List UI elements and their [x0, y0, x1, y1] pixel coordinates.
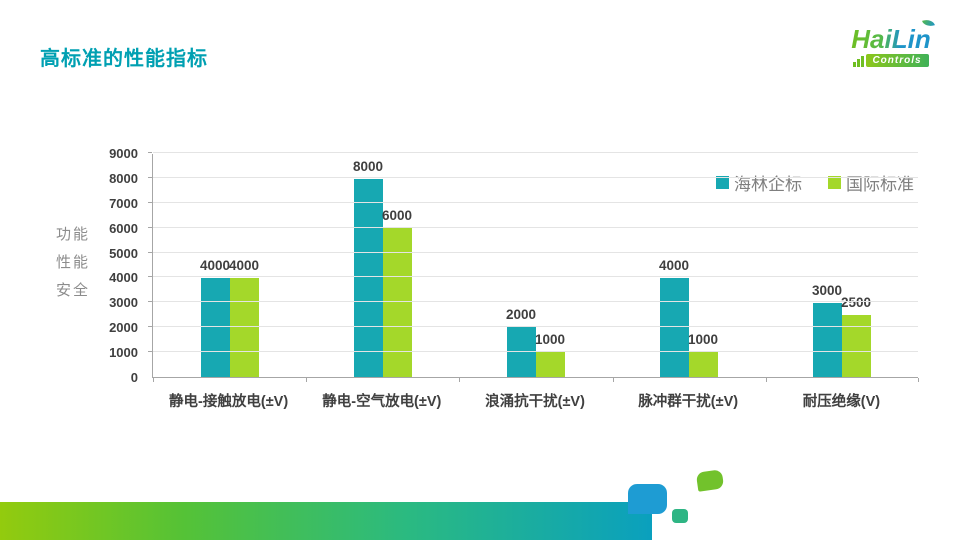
legend-label: 国际标准	[846, 175, 914, 194]
bar-value-label: 4000	[228, 257, 260, 273]
x-axis-tick	[306, 378, 308, 382]
y-tick-label: 9000	[109, 146, 138, 161]
y-axis-tick-labels: 0 1000 2000 3000 4000 5000 6000 7000 8000 9000	[92, 146, 144, 385]
y-axis-tick	[148, 326, 152, 328]
x-axis-tick	[918, 378, 919, 382]
gridline	[153, 176, 918, 178]
bar-chart: 功能 性能 安全 0 1000 2000 3000 4000 5000 6000 7000 8000…	[56, 146, 919, 411]
y-tick-label: 3000	[109, 295, 138, 311]
plot-area: 海林企标 国际标准 4000 4000 8000 6000 2000 1000 4000 100…	[148, 152, 919, 382]
gridline	[153, 326, 918, 328]
y-tick-label: 4000	[109, 270, 138, 286]
gridline	[153, 351, 918, 353]
gridline	[153, 152, 918, 153]
bar-value-label: 6000	[381, 208, 413, 224]
gridline	[153, 251, 918, 253]
legend-swatch-icon	[828, 176, 841, 189]
gridline	[153, 201, 918, 203]
x-axis-category-labels: 静电-接触放电(±V) 静电-空气放电(±V) 浪涌抗干扰(±V) 脉冲群干扰(±V)…	[152, 390, 918, 411]
x-axis-tick	[612, 378, 614, 382]
equalizer-bars-icon	[853, 56, 865, 67]
bar-groups: 4000 4000 8000 6000 2000 1000 4000 1000 3000 2500	[153, 154, 918, 377]
bar-group: 8000 6000	[306, 154, 459, 377]
x-axis-tick	[459, 378, 461, 382]
x-axis-tick	[153, 378, 154, 382]
bar-海林企标: 2000	[506, 307, 536, 377]
bar-group: 3000 2500	[765, 154, 918, 377]
logo-subtitle-row: Controls	[843, 54, 939, 67]
y-tick-label: 1000	[109, 345, 138, 361]
legend-item: 海林企标	[716, 170, 802, 195]
y-axis-title: 功能 性能 安全	[56, 226, 91, 299]
x-category-label: 静电-接触放电(±V)	[169, 394, 289, 410]
y-axis-tick	[148, 351, 152, 353]
bar-value-label: 2000	[505, 307, 537, 323]
y-tick-label: 8000	[109, 170, 138, 186]
bar-value-label: 4000	[199, 257, 231, 273]
bar-value-label: 4000	[658, 257, 690, 273]
x-category-label: 耐压绝缘(V)	[802, 394, 881, 410]
x-category-label: 浪涌抗干扰(±V)	[485, 394, 585, 410]
bar-海林企标: 4000	[200, 258, 230, 377]
bar-国际标准: 1000	[535, 332, 565, 377]
chart-legend: 海林企标 国际标准	[716, 170, 914, 195]
y-axis-tick	[148, 152, 152, 153]
y-tick-label: 2000	[109, 320, 138, 336]
bar-国际标准: 2500	[841, 295, 871, 377]
y-axis-tick	[148, 201, 152, 203]
gridline	[153, 276, 918, 278]
hailin-logo: HaiLin Controls	[843, 17, 939, 67]
y-axis-tick	[148, 301, 152, 303]
bar-value-label: 1000	[534, 332, 566, 348]
legend-swatch-icon	[716, 176, 729, 189]
slide-title: 高标准的性能指标	[40, 48, 208, 70]
y-axis-tick	[148, 176, 152, 178]
bar-国际标准: 6000	[382, 208, 412, 377]
gridline	[153, 301, 918, 303]
bar-value-label: 8000	[352, 158, 384, 174]
bar-group: 2000 1000	[459, 154, 612, 377]
bar-国际标准: 1000	[688, 332, 718, 377]
y-axis-tick	[148, 226, 152, 228]
bar-海林企标: 4000	[659, 258, 689, 377]
gridline	[153, 226, 918, 228]
bar-value-label: 2500	[840, 295, 872, 311]
decorative-leaf-green	[695, 469, 725, 492]
y-tick-label: 6000	[109, 220, 138, 236]
logo-subtitle: Controls	[866, 54, 929, 67]
y-tick-label: 5000	[109, 245, 138, 261]
x-category-label: 脉冲群干扰(±V)	[638, 394, 739, 410]
y-tick-label: 0	[130, 370, 138, 385]
bar-value-label: 3000	[811, 282, 843, 298]
bottom-gradient-band	[0, 502, 652, 540]
legend-item: 国际标准	[828, 170, 914, 195]
y-axis-tick	[148, 276, 152, 278]
x-axis-tick	[765, 378, 767, 382]
bar-value-label: 1000	[687, 332, 719, 348]
y-tick-label: 7000	[109, 195, 138, 211]
x-category-label: 静电-空气放电(±V)	[322, 394, 442, 410]
bar-国际标准: 4000	[229, 258, 259, 377]
y-axis-tick	[148, 251, 152, 253]
decorative-square-blue	[628, 484, 667, 514]
bar-海林企标: 3000	[812, 283, 842, 377]
bar-海林企标: 8000	[353, 159, 383, 377]
bar-group: 4000 1000	[612, 154, 765, 377]
bar-group: 4000 4000	[153, 154, 306, 377]
legend-label: 海林企标	[734, 175, 802, 194]
decorative-square-teal	[672, 509, 688, 523]
